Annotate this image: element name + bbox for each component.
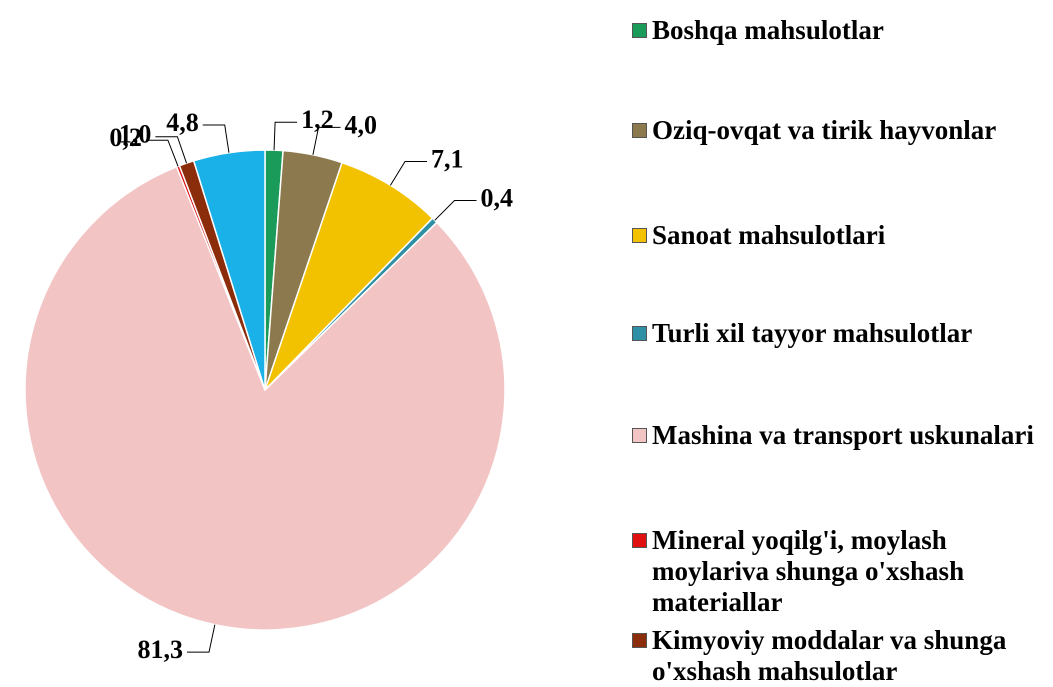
leader-line [312,126,341,155]
legend: Boshqa mahsulotlar Oziq-ovqat va tirik ha… [632,0,1047,686]
legend-swatch [632,533,647,548]
legend-entry: Kimyoviy moddalar va shunga o'xshash mah… [632,625,1047,687]
legend-swatch [632,228,647,243]
data-label: 4,8 [166,108,199,137]
legend-label: Sanoat mahsulotlari [652,220,886,250]
legend-swatch [632,428,647,443]
legend-swatch [632,633,647,648]
data-label: 7,1 [431,144,464,173]
leader-line [434,199,477,221]
data-label: 1,0 [119,120,152,149]
legend-label: Oziq-ovqat va tirik hayvonlar [652,115,997,145]
legend-label: Mineral yoqilg'i, moylash moylariva shun… [652,525,965,617]
data-label: 0,2 [109,123,142,152]
legend-entry: Sanoat mahsulotlari [632,220,1047,251]
legend-entry: Boshqa mahsulotlar [632,15,1047,46]
pie-slice [24,165,506,631]
legend-entry: Mashina va transport uskunalari [632,420,1047,451]
legend-label: Boshqa mahsulotlar [652,15,884,45]
data-label: 81,3 [138,635,184,664]
legend-label: Kimyoviy moddalar va shunga o'xshash mah… [652,625,1007,686]
pie-slice [192,149,266,391]
legend-entry: Turli xil tayyor mahsulotlar [632,318,1047,349]
data-label: 0,4 [481,183,514,212]
legend-swatch [632,326,647,341]
data-label: 1,2 [301,105,334,134]
legend-swatch [632,123,647,138]
data-label: 4,0 [345,110,378,139]
legend-entry: Oziq-ovqat va tirik hayvonlar [632,115,1047,146]
chart: 1,2 4,0 7,1 0,4 81,3 0,21,0 4,8 [24,105,514,664]
leader-line [202,124,230,153]
leader-line [273,121,298,151]
leader-line [389,160,428,186]
legend-label: Turli xil tayyor mahsulotlar [652,318,973,348]
leader-line [145,139,179,167]
legend-label: Mashina va transport uskunalari [652,420,1034,450]
legend-entry: Mineral yoqilg'i, moylash moylariva shun… [632,525,1047,618]
leader-line [187,624,216,653]
leader-line [155,136,188,164]
legend-swatch [632,23,647,38]
pie-slice [264,161,434,391]
